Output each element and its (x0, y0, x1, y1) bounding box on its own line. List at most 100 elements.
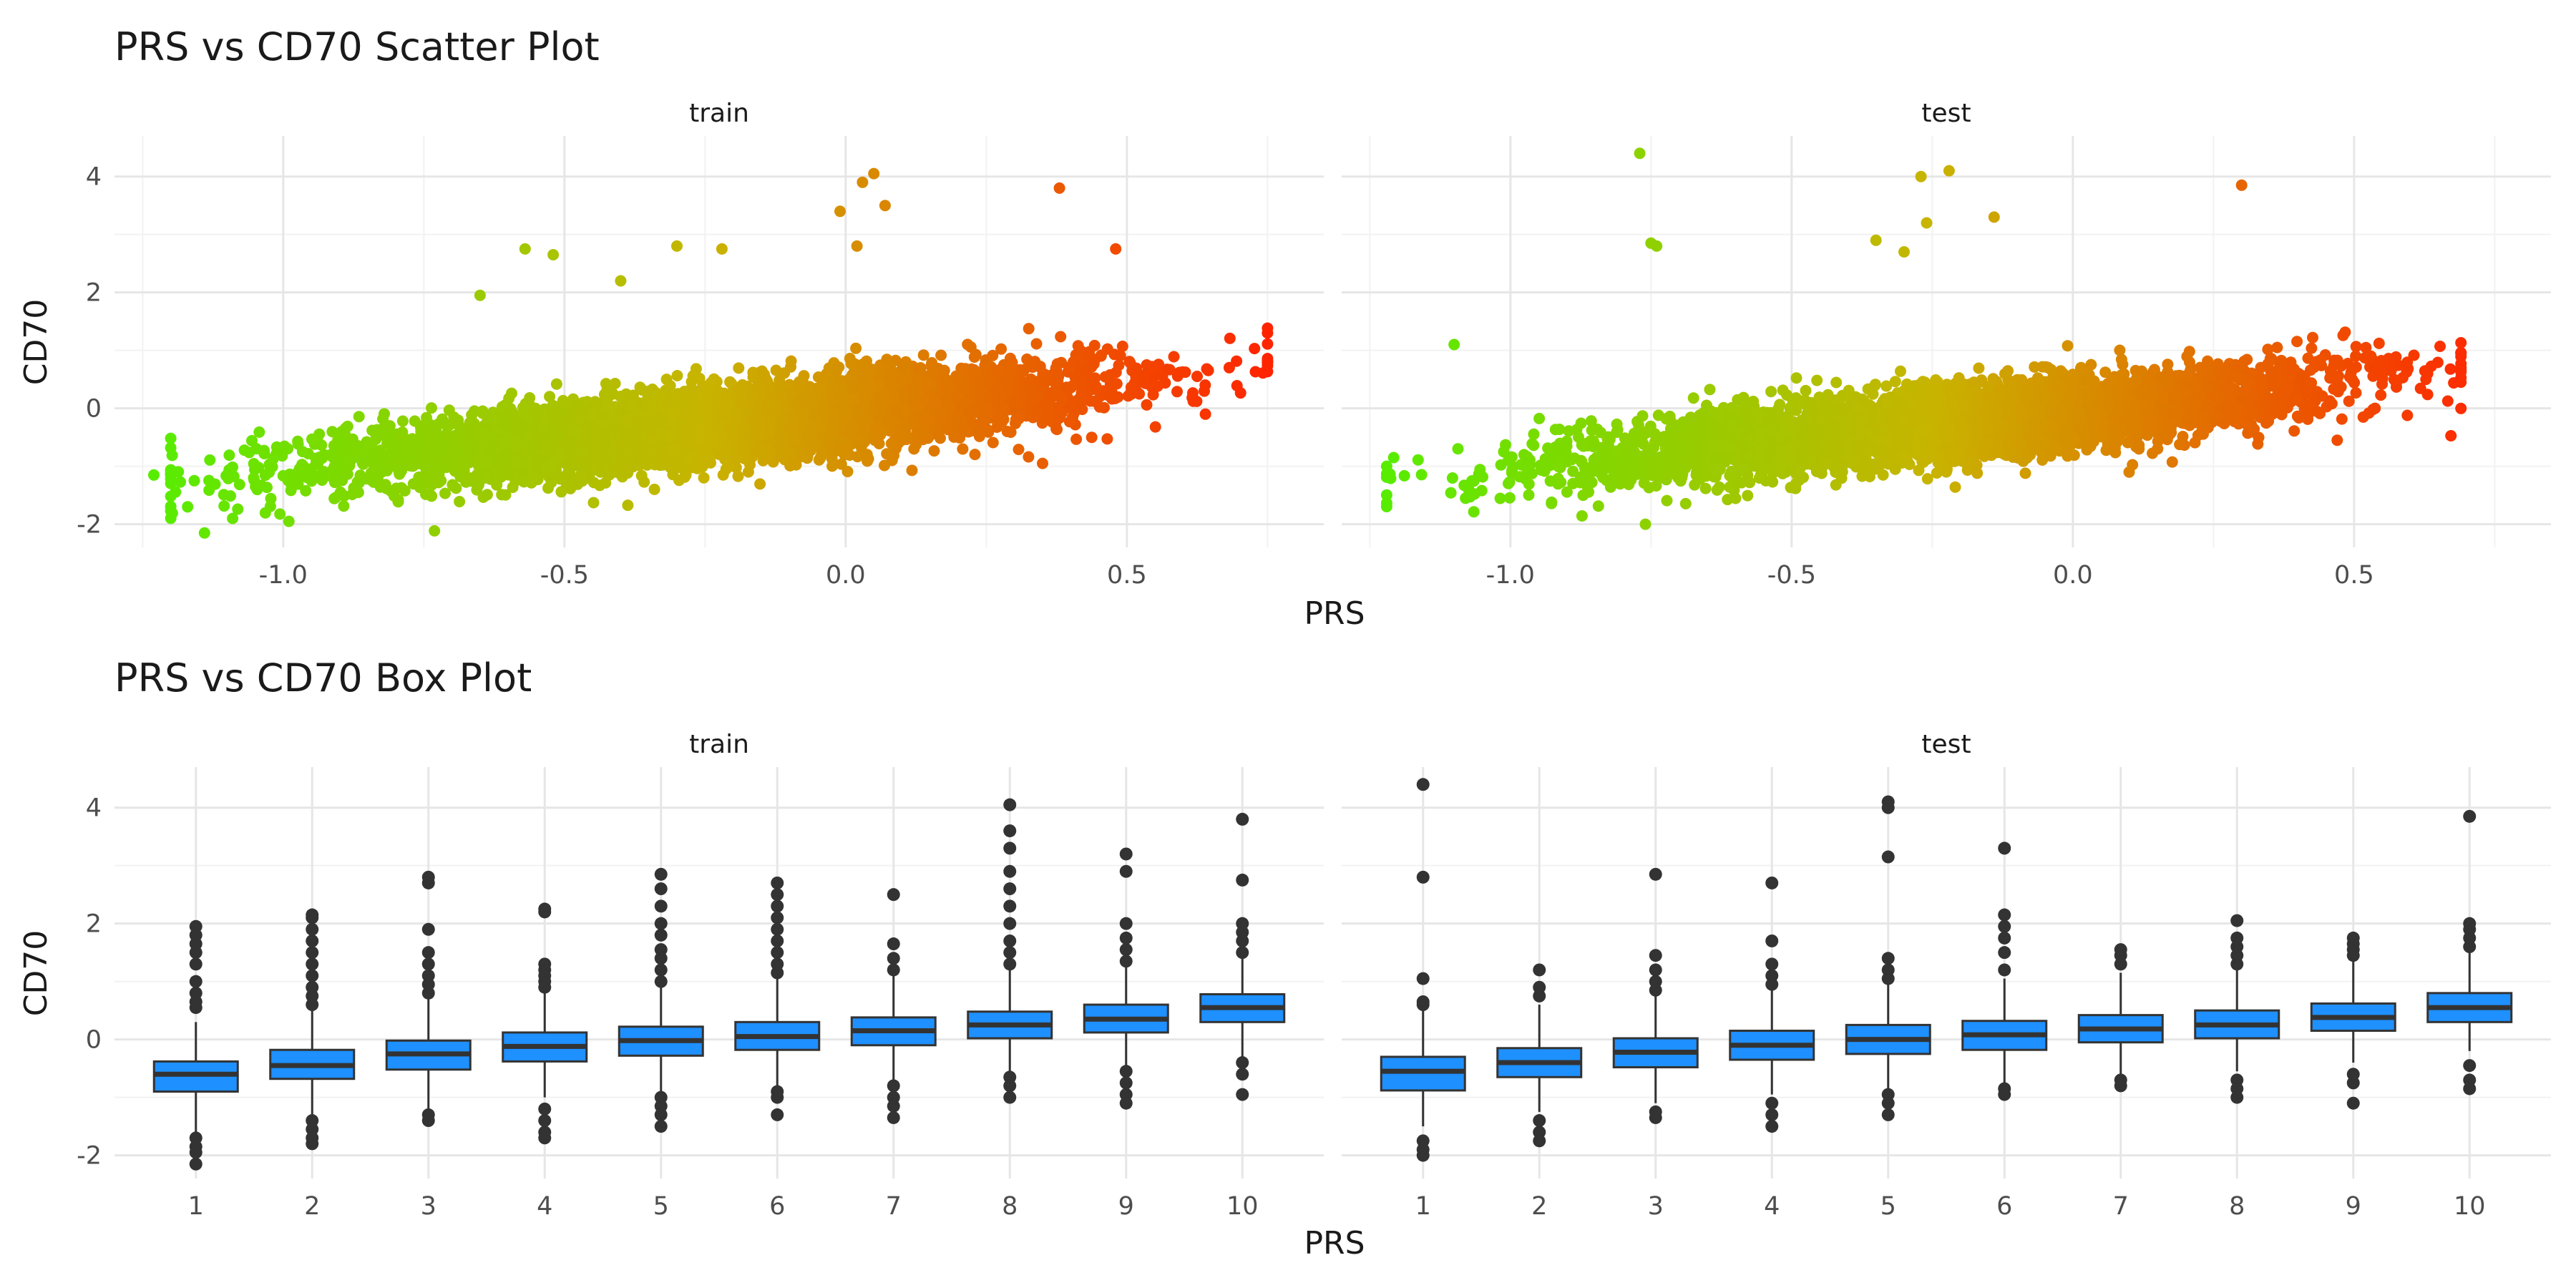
scatter-point (1141, 399, 1153, 411)
scatter-point (1199, 379, 1211, 391)
scatter-point (747, 366, 759, 379)
x-tick-label: 0.5 (1107, 561, 1147, 590)
scatter-point (938, 364, 950, 376)
scatter-plot-title: PRS vs CD70 Scatter Plot (114, 24, 600, 69)
scatter-point (518, 457, 530, 469)
scatter-point (1068, 356, 1080, 368)
scatter-point (292, 438, 304, 450)
scatter-point (333, 489, 345, 501)
scatter-point (935, 349, 947, 361)
scatter-point (1101, 433, 1113, 445)
scatter-point (926, 357, 938, 369)
scatter-point (544, 391, 556, 403)
scatter-point (326, 426, 338, 438)
scatter-point (381, 464, 393, 477)
scatter-point (550, 378, 562, 390)
scatter-point (392, 494, 404, 506)
scatter-point (779, 367, 791, 379)
scatter-point (628, 450, 640, 462)
scatter-point (1171, 386, 1183, 398)
scatter-point (1149, 421, 1161, 433)
scatter-point (1051, 376, 1063, 388)
scatter-point (1249, 343, 1261, 355)
scatter-point (830, 366, 842, 379)
scatter-point (218, 500, 230, 512)
scatter-point (368, 475, 380, 487)
scatter-point (979, 359, 991, 371)
scatter-point (465, 475, 477, 487)
scatter-point (165, 467, 177, 479)
scatter-point (396, 415, 409, 427)
scatter-point (251, 484, 263, 496)
scatter-point (906, 464, 918, 477)
scatter-point (264, 500, 276, 512)
scatter-point (429, 420, 441, 432)
scatter-point (481, 489, 493, 501)
scatter-point (175, 476, 187, 488)
scatter-point (742, 466, 754, 478)
y-tick-label: 0 (86, 395, 102, 424)
scatter-point (923, 379, 935, 391)
scatter-point (992, 410, 1004, 422)
scatter-point (756, 446, 768, 458)
scatter-point (1013, 413, 1025, 425)
scatter-point (1023, 323, 1035, 335)
x-tick-label: -0.5 (540, 561, 589, 590)
scatter-point (585, 409, 597, 420)
scatter-point (1262, 356, 1274, 369)
scatter-point (1023, 451, 1035, 463)
scatter-point (600, 453, 613, 464)
scatter-point (550, 419, 562, 431)
scatter-point (756, 365, 768, 377)
scatter-point (885, 437, 897, 449)
scatter-point (995, 343, 1008, 355)
scatter-point (253, 426, 265, 438)
scatter-point (655, 414, 668, 426)
scatter-point (291, 467, 303, 479)
scatter-point (1110, 366, 1122, 379)
scatter-point (975, 416, 987, 429)
scatter-point (396, 426, 409, 438)
scatter-point (1199, 408, 1211, 420)
scatter-point (1029, 356, 1041, 368)
scatter-point (433, 477, 444, 489)
scatter-point (165, 500, 177, 512)
scatter-point (1262, 338, 1274, 350)
scatter-point (787, 457, 799, 469)
x-tick-label: -1.0 (259, 561, 308, 590)
scatter-point (853, 434, 865, 447)
scatter-point (496, 489, 508, 501)
scatter-point (225, 490, 236, 502)
scatter-point (696, 451, 708, 463)
scatter-point (575, 469, 587, 481)
scatter-point (352, 487, 364, 499)
scatter-point (638, 476, 650, 488)
scatter-point (1063, 416, 1075, 428)
scatter-point (1055, 331, 1067, 343)
scatter-point (850, 342, 862, 354)
scatter-point (582, 435, 595, 447)
scatter-point (1005, 426, 1017, 438)
scatter-point (1191, 395, 1203, 407)
scatter-point (1067, 396, 1079, 409)
scatter-point (879, 459, 890, 472)
scatter-point (1051, 358, 1063, 370)
scatter-point (873, 438, 885, 449)
scatter-point (785, 355, 797, 367)
scatter-point (648, 483, 660, 495)
scatter-point (344, 446, 356, 458)
scatter-strip-test: test (1921, 99, 1971, 128)
scatter-point (732, 470, 744, 482)
scatter-point (477, 405, 489, 417)
scatter-point (1231, 355, 1243, 367)
scatter-point (227, 461, 238, 473)
scatter-point (248, 458, 260, 469)
scatter-point (429, 525, 441, 537)
scatter-point (277, 469, 289, 482)
scatter-point (454, 496, 466, 507)
scatter-point (233, 479, 245, 491)
scatter-point (300, 484, 312, 497)
scatter-point (660, 374, 673, 386)
scatter-point (1072, 340, 1084, 352)
